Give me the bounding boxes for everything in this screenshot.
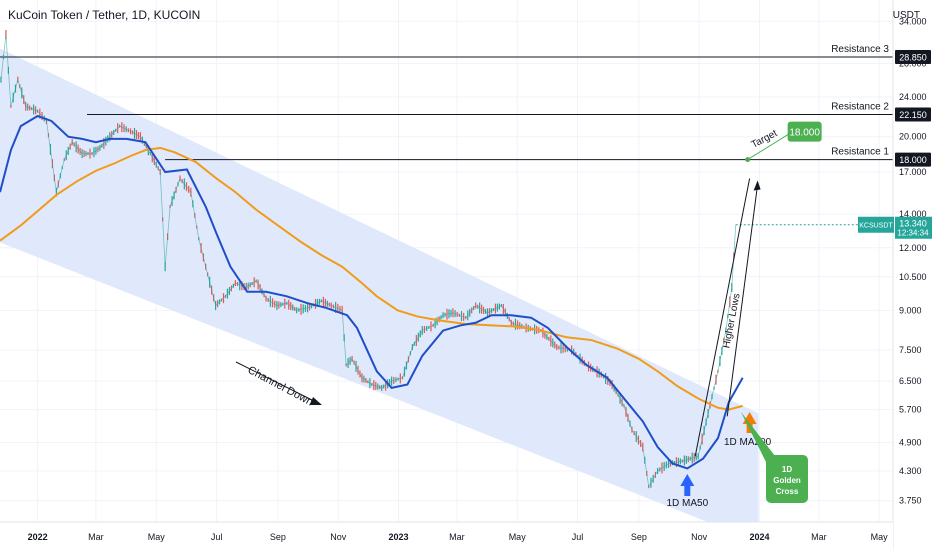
- x-tick-label: Mar: [449, 532, 465, 542]
- resistance-label-2: Resistance 2: [831, 101, 889, 112]
- y-tick-label: 5.700: [899, 405, 922, 415]
- channel-down-band: [0, 48, 759, 543]
- price-axis[interactable]: [893, 0, 932, 550]
- target-value: 18.000: [789, 128, 820, 139]
- symbol-tag-label: KCSUSDT: [859, 223, 893, 230]
- x-tick-label: May: [148, 532, 166, 542]
- higher-lows-line: [694, 178, 751, 457]
- y-tick-label: 3.750: [899, 496, 922, 506]
- level-price-value: 28.850: [899, 53, 927, 63]
- y-tick-label: 17.000: [899, 167, 927, 177]
- y-tick-label: 10.500: [899, 272, 927, 282]
- golden-cross-label-3: Cross: [776, 487, 799, 496]
- x-tick-label: Jul: [211, 532, 223, 542]
- golden-cross-pointer: [741, 412, 775, 462]
- level-price-value: 18.000: [899, 155, 927, 165]
- golden-cross-box: [766, 455, 808, 503]
- golden-cross-label-2: Golden: [773, 476, 801, 485]
- currency-label: USDT: [892, 10, 920, 21]
- x-tick-label: 2024: [749, 532, 769, 542]
- x-tick-label: Mar: [811, 532, 827, 542]
- higher-lows-arrow-line: [726, 184, 759, 417]
- y-tick-label: 6.500: [899, 376, 922, 386]
- ma50-line: [0, 114, 744, 470]
- ma200-label: 1D MA200: [724, 437, 772, 448]
- y-tick-label: 4.300: [899, 466, 922, 476]
- y-tick-label: 20.000: [899, 132, 927, 142]
- resistance-label-1: Resistance 1: [831, 147, 889, 158]
- channel-down-label: Channel Down: [246, 364, 315, 408]
- y-tick-label: 12.000: [899, 243, 927, 253]
- x-tick-label: Nov: [691, 532, 708, 542]
- x-tick-label: Nov: [330, 532, 347, 542]
- ma50-arrow-icon: [680, 474, 695, 496]
- ma200-arrow-icon: [742, 412, 757, 433]
- last-price-time: 12:34:34: [897, 229, 929, 238]
- y-tick-label: 34.000: [899, 16, 927, 26]
- symbol-tag: [858, 216, 894, 233]
- y-tick-label: 14.000: [899, 209, 927, 219]
- x-tick-label: May: [509, 532, 527, 542]
- ma50-label: 1D MA50: [666, 498, 708, 509]
- y-tick-label: 9.000: [899, 305, 922, 315]
- ma200-line: [0, 146, 743, 411]
- x-tick-label: 2022: [28, 532, 48, 542]
- x-tick-label: Sep: [270, 532, 286, 542]
- level-price-tag: [895, 152, 931, 167]
- price-line: [0, 34, 737, 488]
- channel-down-arrowhead: [310, 397, 322, 405]
- last-price-tag: [895, 216, 932, 239]
- target-line: [747, 133, 790, 161]
- y-tick-label: 24.000: [899, 92, 927, 102]
- y-tick-label: 4.900: [899, 438, 922, 448]
- x-tick-label: Sep: [631, 532, 647, 542]
- target-title: Target: [750, 128, 780, 151]
- last-price-value: 13.340: [899, 219, 927, 229]
- x-tick-label: Mar: [88, 532, 104, 542]
- target-box: [787, 121, 822, 142]
- chart-title: KuCoin Token / Tether, 1D, KUCOIN: [8, 8, 201, 22]
- level-price-value: 22.150: [899, 110, 927, 120]
- y-tick-label: 7.500: [899, 345, 922, 355]
- time-axis[interactable]: [0, 522, 893, 550]
- level-price-tag: [895, 107, 931, 122]
- channel-down-arrow-line: [235, 361, 321, 405]
- x-tick-label: May: [871, 532, 889, 542]
- level-price-tag: [895, 50, 931, 65]
- golden-cross-label-1: 1D: [782, 465, 792, 474]
- higher-lows-arrowhead: [753, 180, 761, 191]
- resistance-label-3: Resistance 3: [831, 44, 889, 55]
- x-tick-label: 2023: [389, 532, 409, 542]
- x-tick-label: Jul: [572, 532, 584, 542]
